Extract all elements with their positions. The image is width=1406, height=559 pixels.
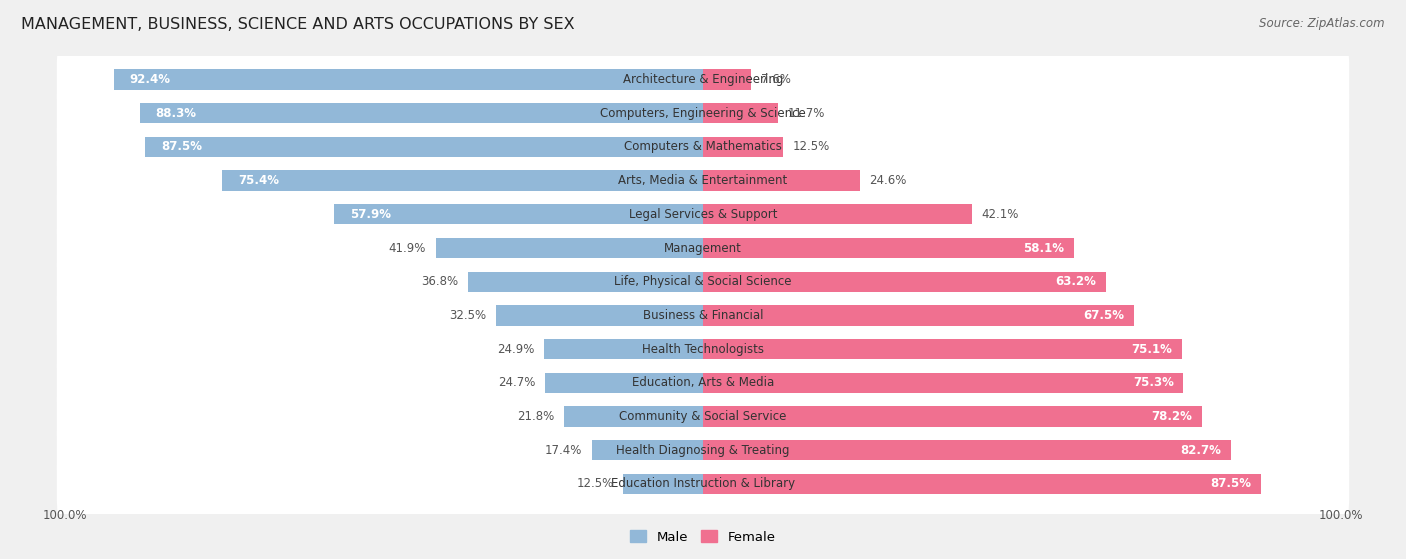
Bar — [222, 170, 703, 191]
Text: 12.5%: 12.5% — [793, 140, 830, 153]
Bar — [703, 406, 1202, 427]
Text: 41.9%: 41.9% — [389, 241, 426, 254]
Text: 11.7%: 11.7% — [787, 107, 824, 120]
FancyBboxPatch shape — [56, 108, 1350, 186]
Text: 87.5%: 87.5% — [1211, 477, 1251, 490]
Bar — [333, 204, 703, 224]
FancyBboxPatch shape — [56, 175, 1350, 253]
Text: Arts, Media & Entertainment: Arts, Media & Entertainment — [619, 174, 787, 187]
Text: 92.4%: 92.4% — [129, 73, 170, 86]
FancyBboxPatch shape — [56, 377, 1350, 456]
FancyBboxPatch shape — [56, 344, 1350, 422]
Text: Computers, Engineering & Science: Computers, Engineering & Science — [600, 107, 806, 120]
Text: 75.3%: 75.3% — [1133, 376, 1174, 389]
Bar — [546, 373, 703, 393]
Text: 100.0%: 100.0% — [1319, 509, 1364, 522]
Bar — [468, 272, 703, 292]
Bar — [544, 339, 703, 359]
FancyBboxPatch shape — [56, 445, 1350, 523]
Text: Architecture & Engineering: Architecture & Engineering — [623, 73, 783, 86]
Text: 67.5%: 67.5% — [1083, 309, 1123, 322]
Text: Business & Financial: Business & Financial — [643, 309, 763, 322]
Text: 100.0%: 100.0% — [42, 509, 87, 522]
Bar — [703, 137, 783, 157]
Text: Computers & Mathematics: Computers & Mathematics — [624, 140, 782, 153]
FancyBboxPatch shape — [56, 209, 1350, 287]
Text: MANAGEMENT, BUSINESS, SCIENCE AND ARTS OCCUPATIONS BY SEX: MANAGEMENT, BUSINESS, SCIENCE AND ARTS O… — [21, 17, 575, 32]
Bar — [703, 474, 1261, 494]
Bar — [703, 272, 1107, 292]
Bar — [703, 69, 751, 89]
FancyBboxPatch shape — [56, 276, 1350, 354]
Text: 58.1%: 58.1% — [1024, 241, 1064, 254]
FancyBboxPatch shape — [56, 411, 1350, 489]
Text: Health Technologists: Health Technologists — [643, 343, 763, 356]
Bar — [592, 440, 703, 461]
Text: Source: ZipAtlas.com: Source: ZipAtlas.com — [1260, 17, 1385, 30]
Text: Legal Services & Support: Legal Services & Support — [628, 208, 778, 221]
Bar — [496, 305, 703, 325]
Bar — [703, 238, 1074, 258]
Text: Life, Physical & Social Science: Life, Physical & Social Science — [614, 275, 792, 288]
Text: 24.6%: 24.6% — [869, 174, 907, 187]
Text: Community & Social Service: Community & Social Service — [619, 410, 787, 423]
Text: 42.1%: 42.1% — [981, 208, 1018, 221]
Text: 21.8%: 21.8% — [517, 410, 554, 423]
Text: Management: Management — [664, 241, 742, 254]
FancyBboxPatch shape — [56, 141, 1350, 220]
Text: 87.5%: 87.5% — [160, 140, 202, 153]
Bar — [139, 103, 703, 124]
Text: 7.6%: 7.6% — [761, 73, 792, 86]
Text: 24.9%: 24.9% — [498, 343, 534, 356]
Text: 75.4%: 75.4% — [238, 174, 278, 187]
Bar — [145, 137, 703, 157]
Bar — [703, 339, 1182, 359]
Text: 36.8%: 36.8% — [422, 275, 458, 288]
Text: 17.4%: 17.4% — [546, 444, 582, 457]
Bar — [703, 440, 1230, 461]
FancyBboxPatch shape — [56, 243, 1350, 321]
Text: Health Diagnosing & Treating: Health Diagnosing & Treating — [616, 444, 790, 457]
Bar — [703, 204, 972, 224]
Bar — [114, 69, 703, 89]
Bar — [703, 373, 1184, 393]
Text: 78.2%: 78.2% — [1152, 410, 1192, 423]
Bar — [436, 238, 703, 258]
FancyBboxPatch shape — [56, 310, 1350, 388]
Text: 75.1%: 75.1% — [1132, 343, 1173, 356]
Text: 57.9%: 57.9% — [350, 208, 391, 221]
Text: 82.7%: 82.7% — [1180, 444, 1220, 457]
FancyBboxPatch shape — [56, 74, 1350, 152]
Bar — [564, 406, 703, 427]
Text: 63.2%: 63.2% — [1056, 275, 1097, 288]
Legend: Male, Female: Male, Female — [626, 525, 780, 549]
Bar — [623, 474, 703, 494]
Text: 24.7%: 24.7% — [499, 376, 536, 389]
Text: 88.3%: 88.3% — [156, 107, 197, 120]
Bar — [703, 170, 860, 191]
Bar — [703, 103, 778, 124]
Text: 32.5%: 32.5% — [449, 309, 486, 322]
Text: Education, Arts & Media: Education, Arts & Media — [631, 376, 775, 389]
Text: 12.5%: 12.5% — [576, 477, 613, 490]
Text: Education Instruction & Library: Education Instruction & Library — [612, 477, 794, 490]
FancyBboxPatch shape — [56, 40, 1350, 119]
Bar — [703, 305, 1133, 325]
